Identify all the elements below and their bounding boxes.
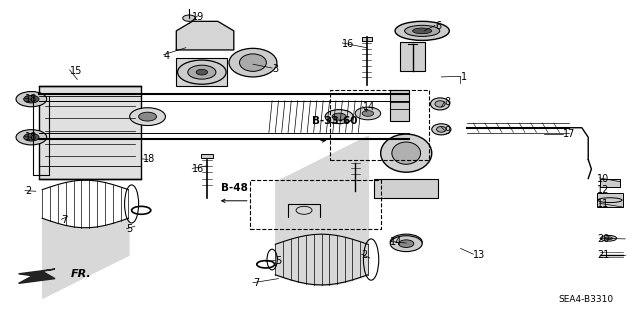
Text: 18: 18 [25, 132, 37, 142]
Circle shape [139, 112, 157, 121]
Circle shape [362, 111, 374, 116]
Bar [330, 90, 429, 160]
Text: 3: 3 [272, 64, 278, 74]
Text: 16: 16 [192, 164, 205, 174]
FancyBboxPatch shape [600, 179, 620, 187]
Circle shape [188, 65, 216, 79]
Circle shape [332, 113, 346, 120]
Circle shape [390, 234, 422, 250]
FancyBboxPatch shape [176, 58, 227, 86]
Ellipse shape [239, 54, 266, 71]
FancyBboxPatch shape [362, 37, 372, 41]
Text: B-48: B-48 [221, 183, 248, 193]
Ellipse shape [601, 235, 616, 241]
Circle shape [16, 92, 47, 107]
Text: 5: 5 [127, 224, 132, 234]
Circle shape [355, 107, 381, 120]
Ellipse shape [605, 237, 612, 240]
FancyBboxPatch shape [400, 42, 426, 70]
FancyBboxPatch shape [597, 193, 623, 207]
Circle shape [130, 108, 166, 125]
FancyBboxPatch shape [201, 154, 212, 158]
Text: 14: 14 [390, 237, 403, 247]
Circle shape [16, 130, 47, 145]
Ellipse shape [435, 101, 445, 107]
Text: 21: 21 [597, 250, 609, 260]
Text: 2: 2 [25, 186, 31, 196]
FancyBboxPatch shape [390, 90, 410, 122]
Text: 8: 8 [445, 97, 451, 107]
Circle shape [177, 60, 226, 84]
Ellipse shape [598, 198, 622, 203]
FancyBboxPatch shape [39, 86, 141, 179]
Text: 6: 6 [435, 21, 441, 31]
Text: FR.: FR. [71, 269, 92, 279]
FancyBboxPatch shape [374, 179, 438, 197]
Text: 4: 4 [164, 51, 170, 61]
Text: 7: 7 [61, 215, 68, 225]
Text: 10: 10 [597, 174, 609, 183]
Circle shape [325, 110, 353, 123]
Circle shape [24, 133, 39, 141]
Text: 2: 2 [362, 250, 368, 260]
Text: 13: 13 [473, 250, 486, 260]
Text: 19: 19 [192, 11, 205, 22]
Ellipse shape [395, 21, 449, 41]
Text: 1: 1 [461, 72, 467, 82]
Ellipse shape [432, 124, 451, 135]
Text: 16: 16 [342, 39, 355, 48]
Text: 9: 9 [445, 126, 451, 136]
Text: 7: 7 [253, 278, 259, 288]
Text: 12: 12 [597, 185, 609, 195]
Ellipse shape [404, 25, 440, 36]
Text: 18: 18 [143, 154, 155, 165]
Text: 15: 15 [70, 66, 82, 76]
Circle shape [24, 95, 39, 103]
Polygon shape [19, 269, 55, 283]
Ellipse shape [229, 48, 277, 77]
Ellipse shape [381, 134, 432, 172]
Circle shape [196, 69, 207, 75]
Text: B-33-60: B-33-60 [312, 116, 357, 126]
Circle shape [390, 236, 422, 252]
Text: SEA4-B3310: SEA4-B3310 [559, 295, 614, 304]
Text: 20: 20 [597, 234, 609, 244]
Ellipse shape [436, 126, 446, 132]
Circle shape [182, 15, 195, 21]
Circle shape [399, 240, 414, 248]
Text: 18: 18 [25, 94, 37, 104]
Bar [250, 180, 381, 229]
Text: 11: 11 [597, 199, 609, 209]
Text: 14: 14 [363, 102, 375, 112]
Ellipse shape [413, 28, 432, 34]
Ellipse shape [392, 142, 420, 164]
Text: 5: 5 [275, 256, 282, 266]
Text: 17: 17 [563, 129, 575, 139]
Polygon shape [176, 21, 234, 50]
Circle shape [399, 238, 414, 246]
Ellipse shape [431, 98, 450, 110]
